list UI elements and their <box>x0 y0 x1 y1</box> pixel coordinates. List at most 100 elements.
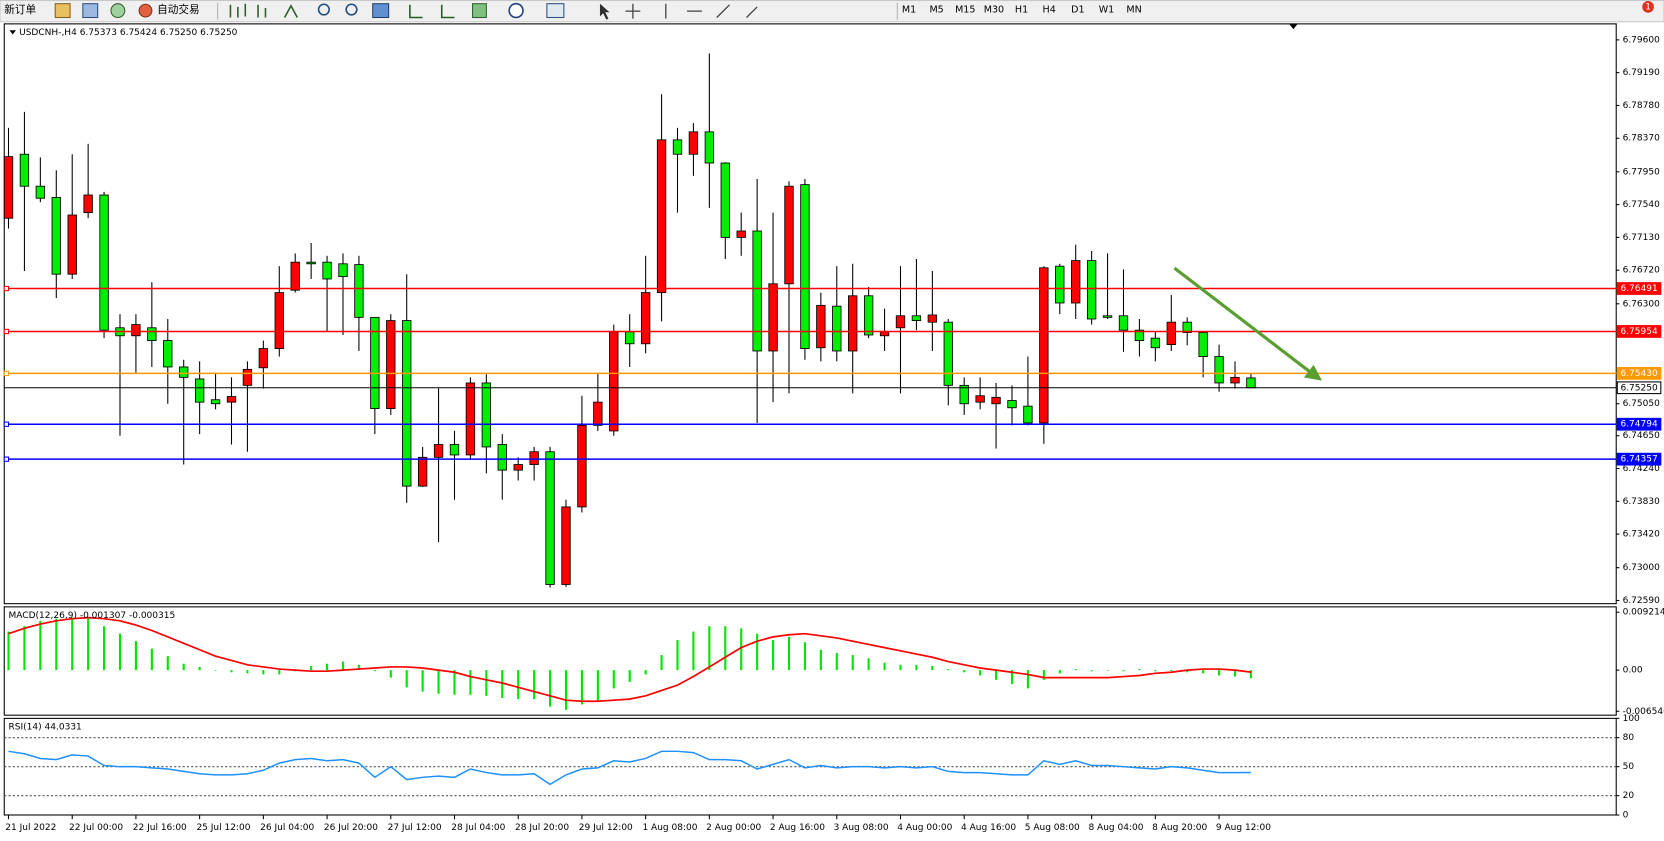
timeframe-button[interactable]: W1 <box>1099 5 1115 16</box>
macd-bar <box>501 670 504 699</box>
x-tick-label: 8 Aug 04:00 <box>1088 823 1143 833</box>
macd-bar <box>87 618 90 671</box>
macd-bar <box>166 656 169 671</box>
cursor-icon[interactable] <box>599 3 610 20</box>
period-icon[interactable] <box>508 2 524 19</box>
x-tick-label: 4 Aug 00:00 <box>897 823 952 833</box>
macd-bar <box>1074 669 1077 671</box>
x-tick-label: 22 Jul 00:00 <box>69 823 123 833</box>
macd-bar <box>756 633 759 671</box>
timeframe-button[interactable]: M1 <box>902 5 916 16</box>
y-tick-label: 6.77950 <box>1623 167 1661 177</box>
macd-bar <box>724 626 727 671</box>
price-tag <box>1616 417 1662 431</box>
title-marker <box>9 30 16 35</box>
icon[interactable] <box>82 3 99 19</box>
candle-body <box>816 304 826 349</box>
y-tick-label: 6.73830 <box>1623 497 1661 507</box>
notification-badge[interactable] <box>1642 1 1654 13</box>
timeframe-button[interactable]: H1 <box>1015 5 1028 16</box>
candle-body <box>67 214 77 275</box>
macd-bar <box>1010 670 1014 685</box>
candle-body <box>895 315 906 329</box>
candle-body <box>131 324 141 337</box>
candle-body <box>226 396 237 403</box>
macd-bar <box>405 670 408 688</box>
candle-body <box>274 292 284 349</box>
icon[interactable] <box>110 3 126 19</box>
y-tick-label: 0.009214 <box>1623 608 1664 618</box>
auto-trade-icon[interactable] <box>138 3 153 18</box>
timeframe-button[interactable]: H4 <box>1043 5 1056 16</box>
macd-bar <box>851 655 854 671</box>
x-tick-label: 8 Aug 20:00 <box>1152 823 1207 833</box>
macd-bar <box>596 670 599 702</box>
timeframe-button[interactable]: M15 <box>955 5 975 16</box>
timeframe-button[interactable]: MN <box>1126 5 1141 16</box>
template-icon[interactable] <box>546 3 565 19</box>
timeframe-button[interactable]: M30 <box>984 5 1004 16</box>
macd-bar <box>1138 669 1141 671</box>
price-tag-label: 6.74794 <box>1620 420 1658 430</box>
macd-bar <box>915 664 918 671</box>
macd-bar <box>437 670 440 694</box>
drawing-icons[interactable] <box>625 3 758 19</box>
candle-body <box>656 139 667 294</box>
candle-body <box>1134 329 1145 341</box>
candle-body <box>959 384 969 405</box>
macd-bar <box>326 663 329 671</box>
candle-body <box>194 378 205 403</box>
icon[interactable] <box>54 3 71 19</box>
candle-body <box>258 348 269 369</box>
x-tick-label: 28 Jul 20:00 <box>515 823 569 833</box>
macd-bar <box>214 670 217 671</box>
level-handle <box>3 421 10 427</box>
candle-body <box>1102 315 1113 318</box>
x-tick-label: 1 Aug 08:00 <box>642 823 697 833</box>
panel-title: RSI(14) 44.0331 <box>8 722 81 732</box>
y-tick-label: 6.78780 <box>1623 101 1661 111</box>
macd-bar <box>310 665 313 671</box>
zoom-in-icon[interactable] <box>317 3 330 16</box>
timeframe-button[interactable]: D1 <box>1071 5 1084 16</box>
candle-body <box>513 464 523 471</box>
macd-bar <box>772 640 775 671</box>
macd-bar <box>55 618 58 671</box>
y-tick-label: 6.74650 <box>1623 431 1661 441</box>
macd-bar <box>1090 670 1093 672</box>
y-tick-label: 50 <box>1623 762 1635 772</box>
candle-body <box>242 368 253 386</box>
candle-body <box>561 506 571 585</box>
level-handle <box>3 370 10 377</box>
candle-body <box>386 320 396 409</box>
y-tick-label: 6.76720 <box>1623 266 1661 276</box>
macd-bar <box>867 658 870 671</box>
chart-type-icons[interactable] <box>229 3 299 18</box>
macd-bar <box>182 663 185 671</box>
macd-bar <box>246 670 249 674</box>
price-tag-label: 6.76491 <box>1620 284 1657 294</box>
icons[interactable] <box>409 4 455 19</box>
zoom-out-icon[interactable] <box>345 3 358 16</box>
toolbar: 新订单 自动交易 1 <box>0 0 1664 23</box>
macd-bar <box>533 670 536 700</box>
macd-bar <box>278 670 281 675</box>
macd-bar <box>134 641 137 671</box>
candle-body <box>625 331 635 345</box>
auto-trade-button[interactable]: 自动交易 <box>157 3 199 16</box>
y-tick-label: 6.75050 <box>1623 399 1661 409</box>
candle-body <box>481 382 492 448</box>
candle-body <box>19 153 30 187</box>
macd-bar <box>1170 670 1173 672</box>
tile-icon[interactable] <box>372 3 390 19</box>
macd-bar <box>1106 670 1109 671</box>
macd-bar <box>740 628 743 671</box>
candle-body <box>83 194 93 214</box>
candle-body <box>863 295 874 336</box>
timeframe-button[interactable]: M5 <box>929 5 943 16</box>
candle-body <box>752 230 762 352</box>
candle-body <box>800 184 810 349</box>
indicator-icon[interactable] <box>472 3 487 19</box>
new-order-button[interactable]: 新订单 <box>4 3 36 16</box>
